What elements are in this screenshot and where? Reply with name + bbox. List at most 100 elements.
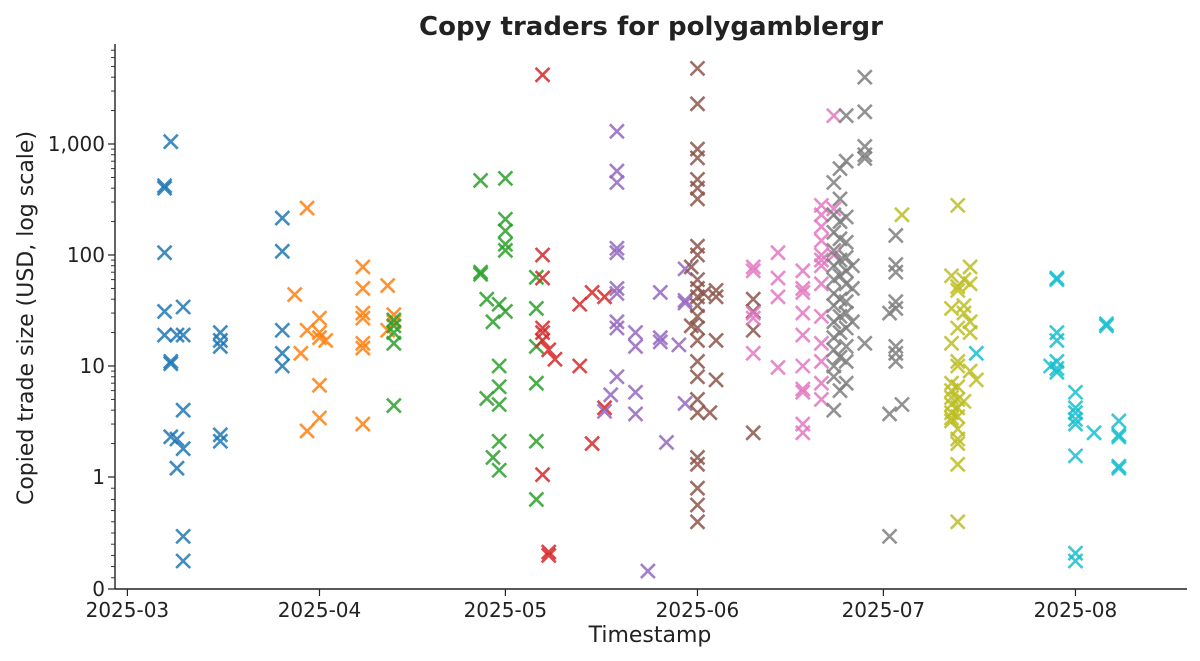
data-point <box>887 264 904 281</box>
data-point <box>175 299 192 315</box>
data-point <box>274 345 291 362</box>
data-point <box>887 256 904 273</box>
data-point <box>689 456 706 473</box>
x-tick-label: 2025-05 <box>464 598 548 622</box>
data-point <box>745 262 762 279</box>
data-point <box>584 435 601 452</box>
data-point <box>274 243 291 260</box>
data-point <box>354 259 371 275</box>
data-point <box>485 313 501 330</box>
y-tick-label: 1 <box>92 465 105 489</box>
data-point <box>354 310 371 327</box>
data-point <box>962 363 979 379</box>
data-point <box>608 280 625 297</box>
x-tick-label: 2025-03 <box>86 598 170 622</box>
x-axis-label: Timestamp <box>588 623 712 648</box>
data-point <box>472 172 489 189</box>
data-point <box>689 449 706 466</box>
data-point <box>274 358 291 374</box>
data-point <box>1048 360 1065 377</box>
data-point <box>497 242 514 259</box>
data-point <box>385 312 402 328</box>
data-point <box>677 295 694 311</box>
data-point <box>689 332 706 349</box>
data-point <box>1048 324 1065 341</box>
data-point <box>317 332 334 349</box>
y-axis-ticks: 0 1 10 100 1,000 <box>48 49 115 601</box>
data-point <box>813 353 830 370</box>
data-point <box>472 266 489 283</box>
data-point <box>1048 364 1065 381</box>
data-point <box>794 327 811 343</box>
data-point <box>385 335 402 352</box>
data-point <box>677 395 694 412</box>
data-point <box>212 433 229 450</box>
data-point <box>652 284 669 301</box>
data-point <box>1110 460 1127 477</box>
data-point <box>949 358 966 374</box>
data-point <box>162 355 179 372</box>
data-point <box>354 340 371 357</box>
data-point <box>825 402 842 419</box>
data-point <box>1067 399 1084 416</box>
y-tick-label: 10 <box>80 354 105 378</box>
data-point <box>770 270 786 286</box>
data-point <box>571 296 588 313</box>
data-point <box>794 358 811 374</box>
data-point <box>683 259 700 275</box>
data-point <box>540 341 557 358</box>
y-axis-label: Copied trade size (USD, log scale) <box>14 131 39 505</box>
y-tick-label: 1,000 <box>48 132 105 156</box>
data-point <box>274 322 291 339</box>
data-point <box>497 211 514 228</box>
data-point <box>949 378 966 395</box>
data-point <box>608 244 625 261</box>
data-point <box>528 300 545 317</box>
data-point <box>286 286 303 303</box>
data-point <box>887 293 904 310</box>
data-point <box>832 191 848 207</box>
data-point <box>689 404 706 421</box>
data-point <box>1067 404 1084 421</box>
data-point <box>949 353 966 370</box>
y-tick-label: 100 <box>67 243 105 267</box>
data-point <box>894 206 910 223</box>
data-point <box>354 335 371 352</box>
data-point <box>175 327 192 343</box>
data-point <box>838 305 855 321</box>
data-point <box>354 305 371 321</box>
data-point <box>825 368 842 385</box>
data-point <box>881 406 898 422</box>
data-point <box>770 244 786 261</box>
data-point <box>838 375 855 392</box>
data-point <box>770 288 786 305</box>
data-point <box>639 563 656 579</box>
data-point <box>212 338 229 355</box>
data-point <box>379 277 396 294</box>
data-point <box>708 332 724 349</box>
data-point <box>838 209 855 225</box>
data-point <box>608 285 625 302</box>
data-point <box>169 327 185 343</box>
data-point <box>608 313 625 330</box>
data-point <box>1086 424 1102 441</box>
x-tick-label: 2025-08 <box>1034 598 1118 622</box>
data-point <box>497 236 514 253</box>
data-point <box>627 324 644 341</box>
data-point <box>1067 384 1084 401</box>
data-point <box>968 371 985 388</box>
data-point <box>212 332 229 349</box>
data-point <box>627 406 644 422</box>
data-point <box>596 288 613 305</box>
data-point <box>813 375 830 392</box>
data-point <box>534 332 551 349</box>
data-point <box>838 153 855 170</box>
data-point <box>571 358 588 374</box>
data-point <box>156 180 173 197</box>
data-point <box>1067 545 1084 562</box>
x-axis-ticks: 2025-03 2025-04 2025-05 2025-06 2025-07 2025-… <box>86 589 1118 622</box>
data-point <box>794 424 811 441</box>
data-point <box>608 368 625 385</box>
data-point <box>299 423 316 439</box>
